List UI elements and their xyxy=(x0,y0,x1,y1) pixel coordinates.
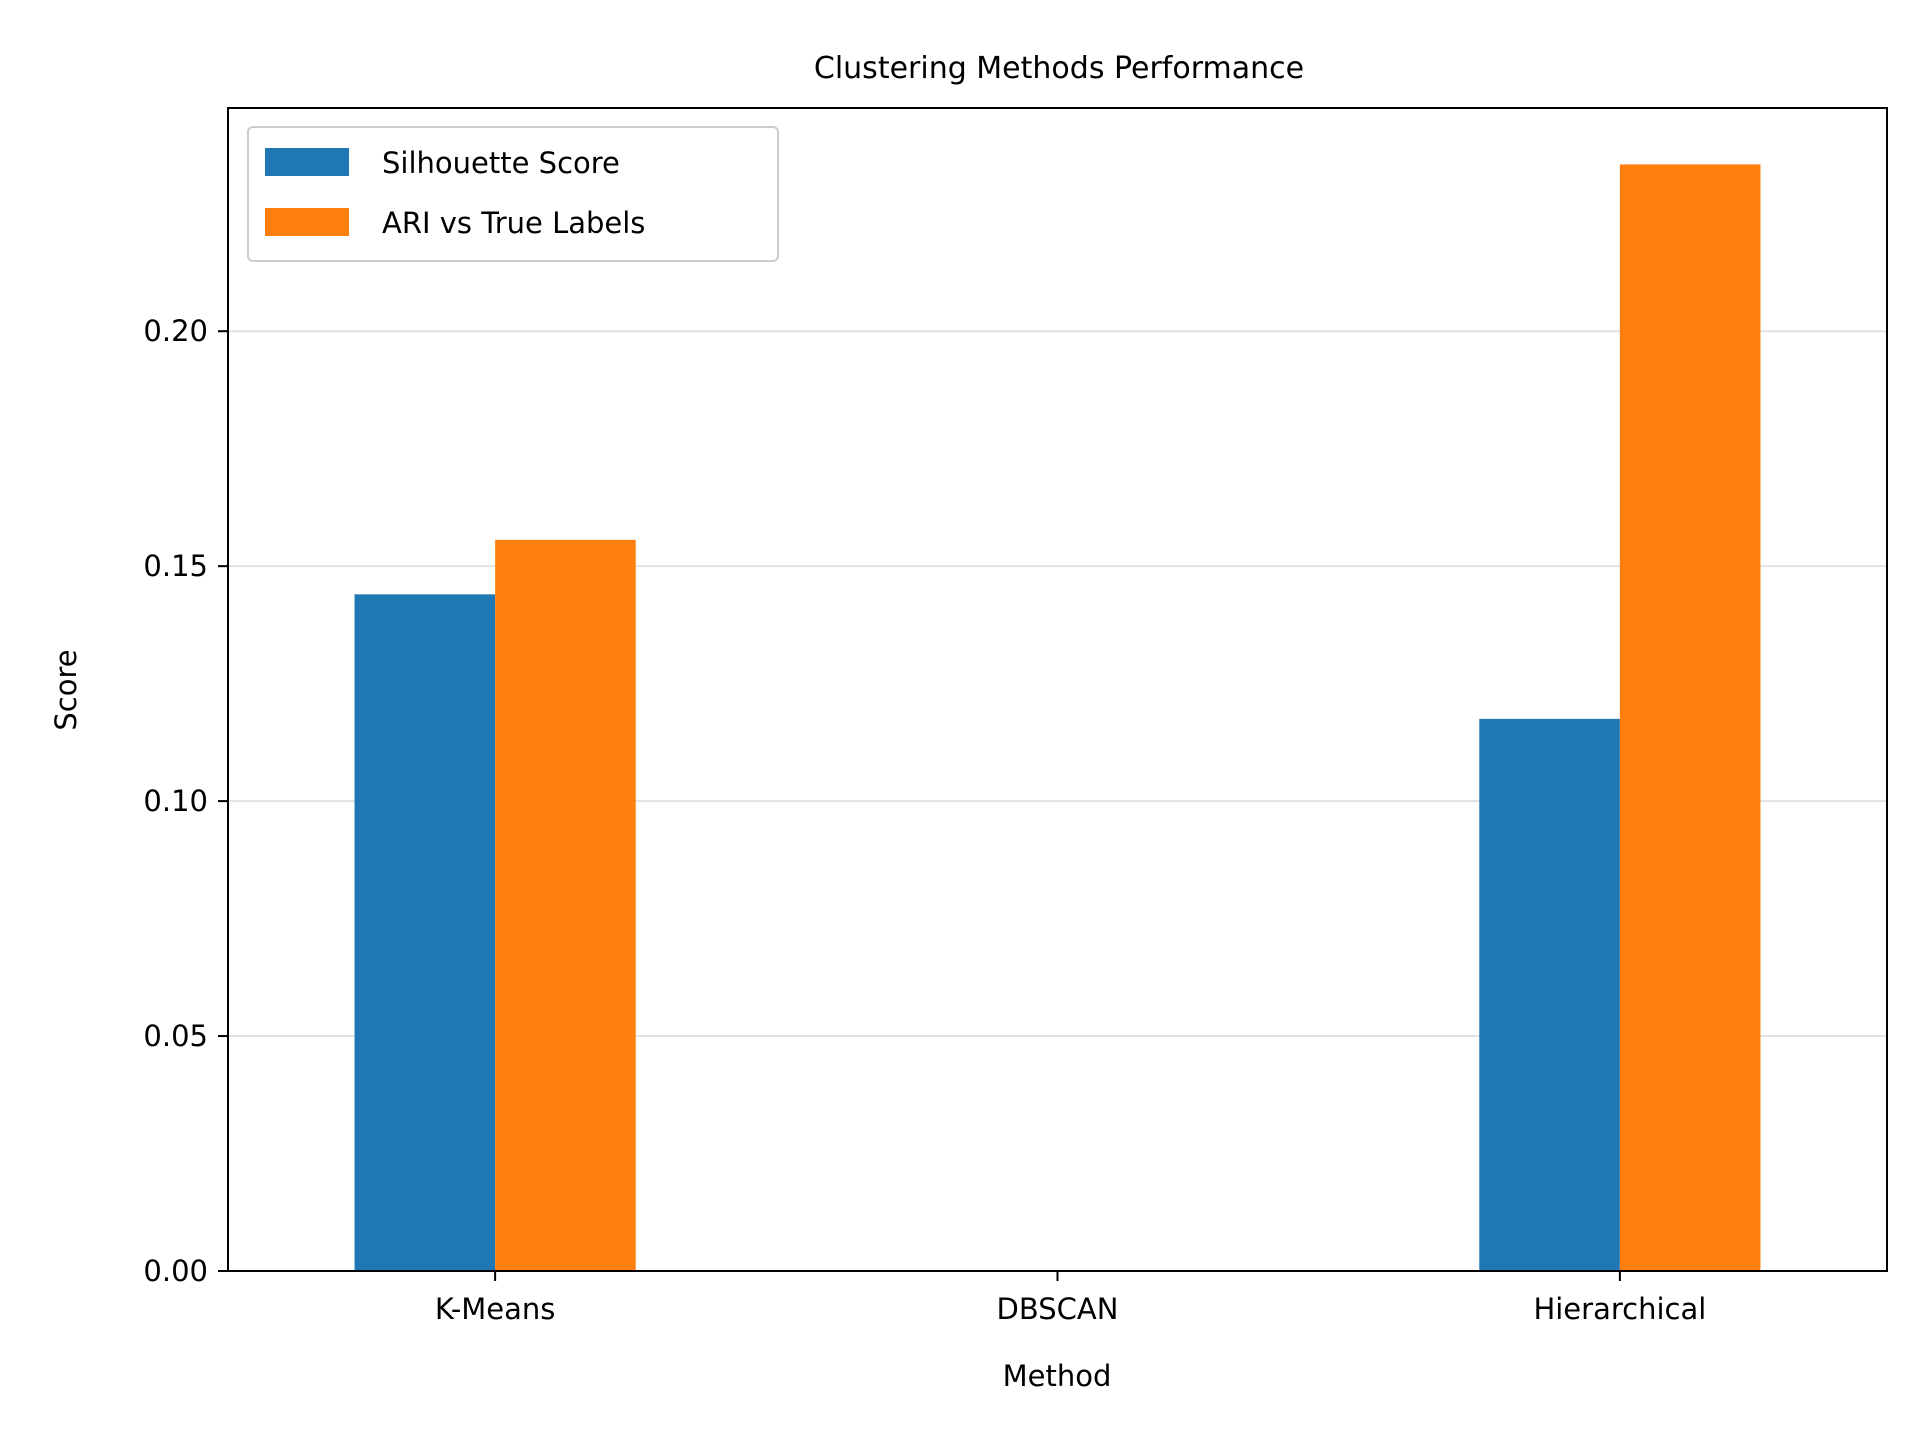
y-axis-ticks: 0.00 0.05 0.10 0.15 0.20 xyxy=(143,314,228,1288)
y-tick-label: 0.00 xyxy=(143,1254,208,1288)
bars xyxy=(354,164,1761,1271)
bar-ari-vs-true-labels-hierarchical xyxy=(1619,164,1761,1271)
legend-label-ari-vs-true-labels: ARI vs True Labels xyxy=(382,206,645,240)
legend-label-silhouette-score: Silhouette Score xyxy=(382,146,620,180)
x-axis-ticks: K-Means DBSCAN Hierarchical xyxy=(435,1271,1706,1326)
y-tick-label: 0.20 xyxy=(143,314,208,348)
x-tick-label-k-means: K-Means xyxy=(435,1292,556,1326)
y-axis-label: Score xyxy=(49,649,83,730)
bar-ari-vs-true-labels-k-means xyxy=(495,539,636,1271)
legend: Silhouette Score ARI vs True Labels xyxy=(247,126,779,262)
legend-swatch-silhouette-score xyxy=(265,148,349,176)
x-tick-label-hierarchical: Hierarchical xyxy=(1533,1292,1706,1326)
y-tick-label: 0.15 xyxy=(143,549,208,583)
x-tick-label-dbscan: DBSCAN xyxy=(997,1292,1119,1326)
bar-silhouette-score-k-means xyxy=(354,594,496,1271)
bar-silhouette-score-hierarchical xyxy=(1479,718,1620,1271)
legend-box xyxy=(247,126,779,262)
legend-swatch-ari-vs-true-labels xyxy=(265,208,349,236)
y-tick-label: 0.05 xyxy=(143,1019,208,1053)
x-axis-label: Method xyxy=(1003,1359,1112,1393)
y-tick-label: 0.10 xyxy=(143,784,208,818)
chart-title: Clustering Methods Performance xyxy=(814,51,1304,86)
